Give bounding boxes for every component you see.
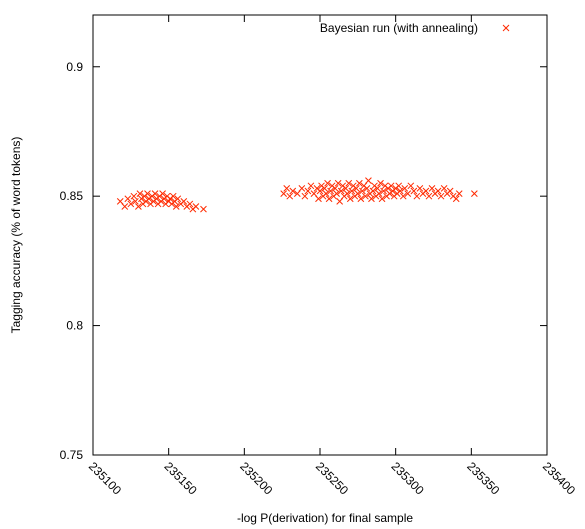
data-point (401, 185, 409, 192)
data-point (437, 192, 445, 200)
data-point (416, 185, 424, 192)
data-point (283, 185, 291, 192)
data-point (324, 179, 331, 187)
data-point (395, 182, 403, 190)
data-point (192, 203, 200, 210)
data-point (375, 190, 383, 197)
data-point (322, 190, 330, 197)
data-point (135, 203, 142, 210)
data-point (404, 190, 412, 197)
data-point (130, 192, 138, 200)
data-point (124, 195, 132, 203)
data-point (327, 187, 334, 195)
x-axis-label: -log P(derivation) for final sample (237, 511, 413, 525)
data-point (343, 190, 351, 197)
data-point (399, 192, 407, 200)
data-point (132, 197, 139, 205)
legend-label: Bayesian run (with annealing) (320, 21, 478, 35)
x-tick-label: 235350 (464, 459, 502, 497)
data-point (151, 190, 159, 197)
data-point (316, 187, 324, 195)
data-point (334, 179, 342, 187)
data-point (369, 187, 377, 195)
y-tick-label: 0.9 (66, 60, 83, 74)
x-tick-label: 235400 (540, 459, 578, 497)
data-point (377, 179, 384, 187)
data-point (307, 182, 315, 190)
data-point (298, 185, 306, 192)
data-point (331, 185, 339, 192)
data-point (321, 185, 328, 192)
data-point (354, 190, 362, 197)
data-point (200, 205, 207, 213)
data-point (410, 187, 418, 195)
y-tick-labels: 0.75 0.8 0.85 0.9 (60, 60, 84, 462)
data-point (380, 187, 387, 195)
data-point (159, 190, 166, 197)
data-point (337, 187, 345, 195)
x-tick-label: 235200 (237, 459, 275, 497)
data-point (440, 185, 448, 192)
data-point (136, 190, 144, 197)
data-point (286, 192, 294, 200)
data-point (346, 195, 354, 203)
x-tick-labels: 235100 235150 235200 235250 235300 235350 2354… (86, 459, 578, 497)
data-point (378, 195, 386, 203)
data-point (446, 187, 454, 195)
data-point (363, 185, 371, 192)
data-point (289, 187, 297, 195)
data-point (342, 185, 350, 192)
data-point (422, 187, 430, 195)
data-point (345, 179, 353, 187)
data-point (374, 185, 381, 192)
data-point (452, 195, 460, 203)
data-points (116, 177, 478, 213)
data-point (348, 187, 356, 195)
data-point (301, 192, 309, 200)
data-point (315, 195, 322, 203)
data-point (357, 195, 365, 203)
data-point (127, 200, 135, 208)
x-tick-label: 235150 (162, 459, 200, 497)
data-point (186, 200, 194, 208)
x-tick-label: 235100 (86, 459, 124, 497)
data-point (471, 190, 478, 197)
data-point (121, 203, 129, 210)
data-point (396, 187, 404, 195)
data-point (174, 195, 182, 203)
data-point (368, 195, 375, 203)
data-point (362, 192, 369, 200)
data-point (428, 185, 436, 192)
y-axis-label: Tagging accuracy (% of word tokens) (9, 137, 23, 334)
data-point (407, 182, 415, 190)
data-point (169, 192, 177, 200)
data-point (355, 179, 363, 187)
y-tick-label: 0.85 (60, 189, 84, 203)
axis-ticks (92, 15, 548, 456)
data-point (144, 190, 151, 197)
data-point (172, 203, 180, 210)
y-tick-label: 0.8 (66, 319, 83, 333)
data-point (180, 197, 188, 205)
data-point (434, 187, 442, 195)
data-point (333, 190, 341, 197)
legend-marker (502, 24, 510, 32)
data-point (280, 190, 288, 197)
data-point (359, 187, 366, 195)
data-point (352, 185, 360, 192)
data-point (455, 190, 463, 197)
data-point (325, 195, 333, 203)
data-point (365, 177, 372, 185)
data-point (413, 192, 421, 200)
legend: Bayesian run (with annealing) (320, 21, 510, 35)
x-tick-label: 235300 (389, 459, 427, 497)
data-point (304, 187, 312, 195)
x-tick-label: 235250 (313, 459, 351, 497)
data-point (425, 192, 433, 200)
y-tick-label: 0.75 (60, 448, 84, 462)
plot-frame (92, 14, 548, 456)
data-point (387, 182, 395, 190)
